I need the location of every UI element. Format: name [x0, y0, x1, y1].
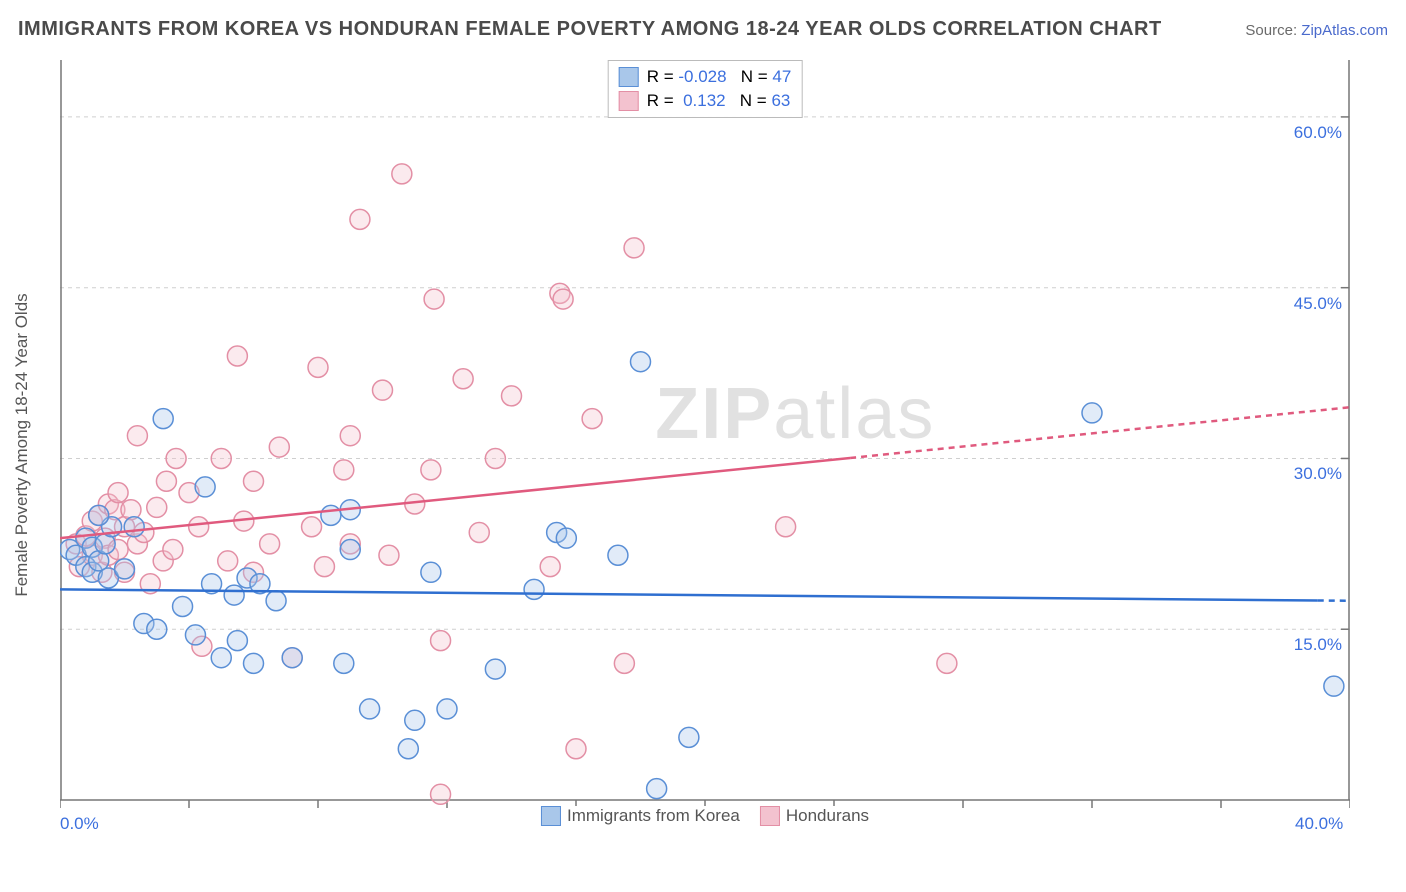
- y-tick-label: 15.0%: [1294, 635, 1342, 655]
- corr-text: R = 0.132 N = 63: [647, 89, 791, 113]
- data-point-korea: [244, 653, 264, 673]
- y-tick-label: 45.0%: [1294, 294, 1342, 314]
- legend-swatch-korea: [541, 806, 561, 826]
- data-point-honduran: [211, 448, 231, 468]
- source-credit: Source: ZipAtlas.com: [1245, 22, 1388, 39]
- data-point-honduran: [485, 448, 505, 468]
- data-point-honduran: [156, 471, 176, 491]
- swatch-korea: [619, 67, 639, 87]
- scatter-plot: [60, 60, 1350, 830]
- data-point-korea: [115, 559, 135, 579]
- data-point-honduran: [147, 497, 167, 517]
- x-tick-label: 0.0%: [60, 814, 99, 834]
- plot-container: Female Poverty Among 18-24 Year Olds ZIP…: [60, 60, 1350, 830]
- data-point-korea: [437, 699, 457, 719]
- data-point-korea: [185, 625, 205, 645]
- y-tick-label: 30.0%: [1294, 464, 1342, 484]
- data-point-honduran: [469, 522, 489, 542]
- data-point-korea: [647, 779, 667, 799]
- data-point-honduran: [392, 164, 412, 184]
- data-point-korea: [485, 659, 505, 679]
- data-point-korea: [266, 591, 286, 611]
- data-point-korea: [1082, 403, 1102, 423]
- data-point-honduran: [244, 471, 264, 491]
- data-point-korea: [421, 562, 441, 582]
- data-point-honduran: [302, 517, 322, 537]
- legend-item-korea: Immigrants from Korea: [541, 806, 740, 826]
- data-point-korea: [173, 596, 193, 616]
- source-label: Source:: [1245, 22, 1301, 39]
- data-point-korea: [124, 517, 144, 537]
- data-point-honduran: [269, 437, 289, 457]
- y-tick-label: 60.0%: [1294, 123, 1342, 143]
- legend-item-honduran: Hondurans: [760, 806, 869, 826]
- data-point-korea: [524, 579, 544, 599]
- data-point-honduran: [334, 460, 354, 480]
- x-tick-label: 40.0%: [1295, 814, 1343, 834]
- data-point-honduran: [340, 426, 360, 446]
- data-point-honduran: [421, 460, 441, 480]
- data-point-korea: [224, 585, 244, 605]
- data-point-honduran: [379, 545, 399, 565]
- data-point-honduran: [260, 534, 280, 554]
- legend-label: Hondurans: [786, 806, 869, 826]
- data-point-honduran: [502, 386, 522, 406]
- data-point-honduran: [776, 517, 796, 537]
- data-point-korea: [405, 710, 425, 730]
- data-point-korea: [398, 739, 418, 759]
- data-point-honduran: [424, 289, 444, 309]
- data-point-honduran: [166, 448, 186, 468]
- data-point-korea: [360, 699, 380, 719]
- y-axis-label: Female Poverty Among 18-24 Year Olds: [12, 293, 32, 596]
- data-point-korea: [211, 648, 231, 668]
- data-point-honduran: [163, 540, 183, 560]
- data-point-honduran: [127, 426, 147, 446]
- data-point-korea: [340, 540, 360, 560]
- data-point-korea: [282, 648, 302, 668]
- data-point-honduran: [582, 409, 602, 429]
- data-point-honduran: [431, 631, 451, 651]
- legend-swatch-honduran: [760, 806, 780, 826]
- data-point-korea: [1324, 676, 1344, 696]
- data-point-honduran: [350, 209, 370, 229]
- data-point-korea: [334, 653, 354, 673]
- correlation-legend-box: R = -0.028 N = 47R = 0.132 N = 63: [608, 60, 803, 118]
- data-point-honduran: [308, 357, 328, 377]
- data-point-honduran: [314, 557, 334, 577]
- data-point-korea: [195, 477, 215, 497]
- data-point-honduran: [189, 517, 209, 537]
- legend-label: Immigrants from Korea: [567, 806, 740, 826]
- data-point-honduran: [614, 653, 634, 673]
- data-point-honduran: [227, 346, 247, 366]
- title-bar: IMMIGRANTS FROM KOREA VS HONDURAN FEMALE…: [18, 18, 1388, 41]
- data-point-honduran: [566, 739, 586, 759]
- data-point-honduran: [218, 551, 238, 571]
- data-point-korea: [556, 528, 576, 548]
- source-link[interactable]: ZipAtlas.com: [1301, 22, 1388, 39]
- swatch-honduran: [619, 91, 639, 111]
- data-point-honduran: [431, 784, 451, 804]
- data-point-korea: [631, 352, 651, 372]
- corr-row-korea: R = -0.028 N = 47: [619, 65, 792, 89]
- data-point-korea: [227, 631, 247, 651]
- chart-title: IMMIGRANTS FROM KOREA VS HONDURAN FEMALE…: [18, 18, 1162, 41]
- data-point-honduran: [453, 369, 473, 389]
- data-point-honduran: [540, 557, 560, 577]
- trend-line-korea: [60, 589, 1318, 600]
- data-point-korea: [679, 727, 699, 747]
- corr-text: R = -0.028 N = 47: [647, 65, 792, 89]
- data-point-korea: [89, 505, 109, 525]
- data-point-korea: [321, 505, 341, 525]
- data-point-honduran: [937, 653, 957, 673]
- data-point-honduran: [553, 289, 573, 309]
- bottom-legend: Immigrants from Korea Hondurans: [535, 806, 875, 826]
- data-point-korea: [608, 545, 628, 565]
- corr-row-honduran: R = 0.132 N = 63: [619, 89, 792, 113]
- data-point-honduran: [108, 483, 128, 503]
- data-point-honduran: [624, 238, 644, 258]
- trend-line-honduran: [60, 458, 850, 538]
- data-point-korea: [153, 409, 173, 429]
- data-point-honduran: [373, 380, 393, 400]
- data-point-korea: [147, 619, 167, 639]
